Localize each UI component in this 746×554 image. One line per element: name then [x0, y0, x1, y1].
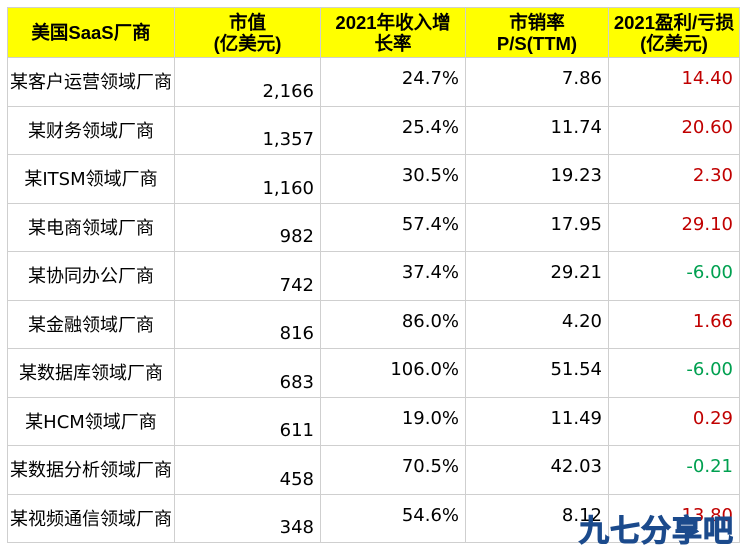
table-row: 某金融领域厂商 816 86.0% 4.20 1.66 — [7, 299, 740, 349]
header-market-cap: 市值 (亿美元) — [174, 7, 321, 58]
vendor-name-cell: 某协同办公厂商 — [7, 251, 175, 301]
ps-ratio-cell: 11.74 — [465, 105, 609, 155]
vendor-name-cell: 某数据库领域厂商 — [7, 348, 175, 398]
revenue-growth-cell: 25.4% — [320, 105, 466, 155]
revenue-growth-cell: 70.5% — [320, 445, 466, 495]
ps-ratio-cell: 17.95 — [465, 202, 609, 252]
table-row: 某客户运营领域厂商 2,166 24.7% 7.86 14.40 — [7, 57, 740, 107]
ps-ratio-cell: 4.20 — [465, 299, 609, 349]
ps-ratio-cell: 29.21 — [465, 251, 609, 301]
watermark-text: 九七分享吧 — [579, 514, 734, 550]
ps-ratio-cell: 7.86 — [465, 57, 609, 107]
ps-ratio-cell: 42.03 — [465, 445, 609, 495]
market-cap-cell: 1,160 — [174, 154, 321, 204]
market-cap-cell: 816 — [174, 299, 321, 349]
ps-ratio-cell: 19.23 — [465, 154, 609, 204]
vendor-name-cell: 某客户运营领域厂商 — [7, 57, 175, 107]
vendor-name-cell: 某数据分析领域厂商 — [7, 445, 175, 495]
saas-table: 美国SaaS厂商 市值 (亿美元) 2021年收入增 长率 市销率 P/S(TT… — [7, 7, 740, 543]
table-row: 某电商领域厂商 982 57.4% 17.95 29.10 — [7, 202, 740, 252]
market-cap-cell: 982 — [174, 202, 321, 252]
revenue-growth-cell: 30.5% — [320, 154, 466, 204]
profit-cell: -0.21 — [608, 445, 740, 495]
profit-cell: 14.40 — [608, 57, 740, 107]
header-revenue-growth: 2021年收入增 长率 — [320, 7, 466, 58]
table-row: 某财务领域厂商 1,357 25.4% 11.74 20.60 — [7, 105, 740, 155]
vendor-name-cell: 某电商领域厂商 — [7, 202, 175, 252]
table-row: 某数据分析领域厂商 458 70.5% 42.03 -0.21 — [7, 445, 740, 495]
table-row: 某协同办公厂商 742 37.4% 29.21 -6.00 — [7, 251, 740, 301]
header-profit: 2021盈利/亏损 (亿美元) — [608, 7, 740, 58]
table-row: 某ITSM领域厂商 1,160 30.5% 19.23 2.30 — [7, 154, 740, 204]
market-cap-cell: 458 — [174, 445, 321, 495]
ps-ratio-cell: 8.12 — [465, 493, 609, 543]
market-cap-cell: 2,166 — [174, 57, 321, 107]
header-name: 美国SaaS厂商 — [7, 7, 175, 58]
profit-cell: -6.00 — [608, 251, 740, 301]
market-cap-cell: 348 — [174, 493, 321, 543]
market-cap-cell: 742 — [174, 251, 321, 301]
revenue-growth-cell: 106.0% — [320, 348, 466, 398]
vendor-name-cell: 某HCM领域厂商 — [7, 396, 175, 446]
vendor-name-cell: 某ITSM领域厂商 — [7, 154, 175, 204]
market-cap-cell: 611 — [174, 396, 321, 446]
header-ps-ratio: 市销率 P/S(TTM) — [465, 7, 609, 58]
header-row: 美国SaaS厂商 市值 (亿美元) 2021年收入增 长率 市销率 P/S(TT… — [7, 7, 740, 58]
profit-cell: 29.10 — [608, 202, 740, 252]
revenue-growth-cell: 19.0% — [320, 396, 466, 446]
revenue-growth-cell: 37.4% — [320, 251, 466, 301]
vendor-name-cell: 某金融领域厂商 — [7, 299, 175, 349]
profit-cell: 0.29 — [608, 396, 740, 446]
table-row: 某数据库领域厂商 683 106.0% 51.54 -6.00 — [7, 348, 740, 398]
profit-cell: 13.80 — [608, 493, 740, 543]
table-row: 某视频通信领域厂商 348 54.6% 8.12 13.80 — [7, 493, 740, 543]
ps-ratio-cell: 51.54 — [465, 348, 609, 398]
profit-cell: 1.66 — [608, 299, 740, 349]
profit-cell: -6.00 — [608, 348, 740, 398]
profit-cell: 20.60 — [608, 105, 740, 155]
revenue-growth-cell: 24.7% — [320, 57, 466, 107]
watermark-logo: 九七分享吧 — [579, 506, 734, 550]
market-cap-cell: 1,357 — [174, 105, 321, 155]
vendor-name-cell: 某财务领域厂商 — [7, 105, 175, 155]
ps-ratio-cell: 11.49 — [465, 396, 609, 446]
table-row: 某HCM领域厂商 611 19.0% 11.49 0.29 — [7, 396, 740, 446]
profit-cell: 2.30 — [608, 154, 740, 204]
vendor-name-cell: 某视频通信领域厂商 — [7, 493, 175, 543]
revenue-growth-cell: 54.6% — [320, 493, 466, 543]
market-cap-cell: 683 — [174, 348, 321, 398]
revenue-growth-cell: 86.0% — [320, 299, 466, 349]
revenue-growth-cell: 57.4% — [320, 202, 466, 252]
